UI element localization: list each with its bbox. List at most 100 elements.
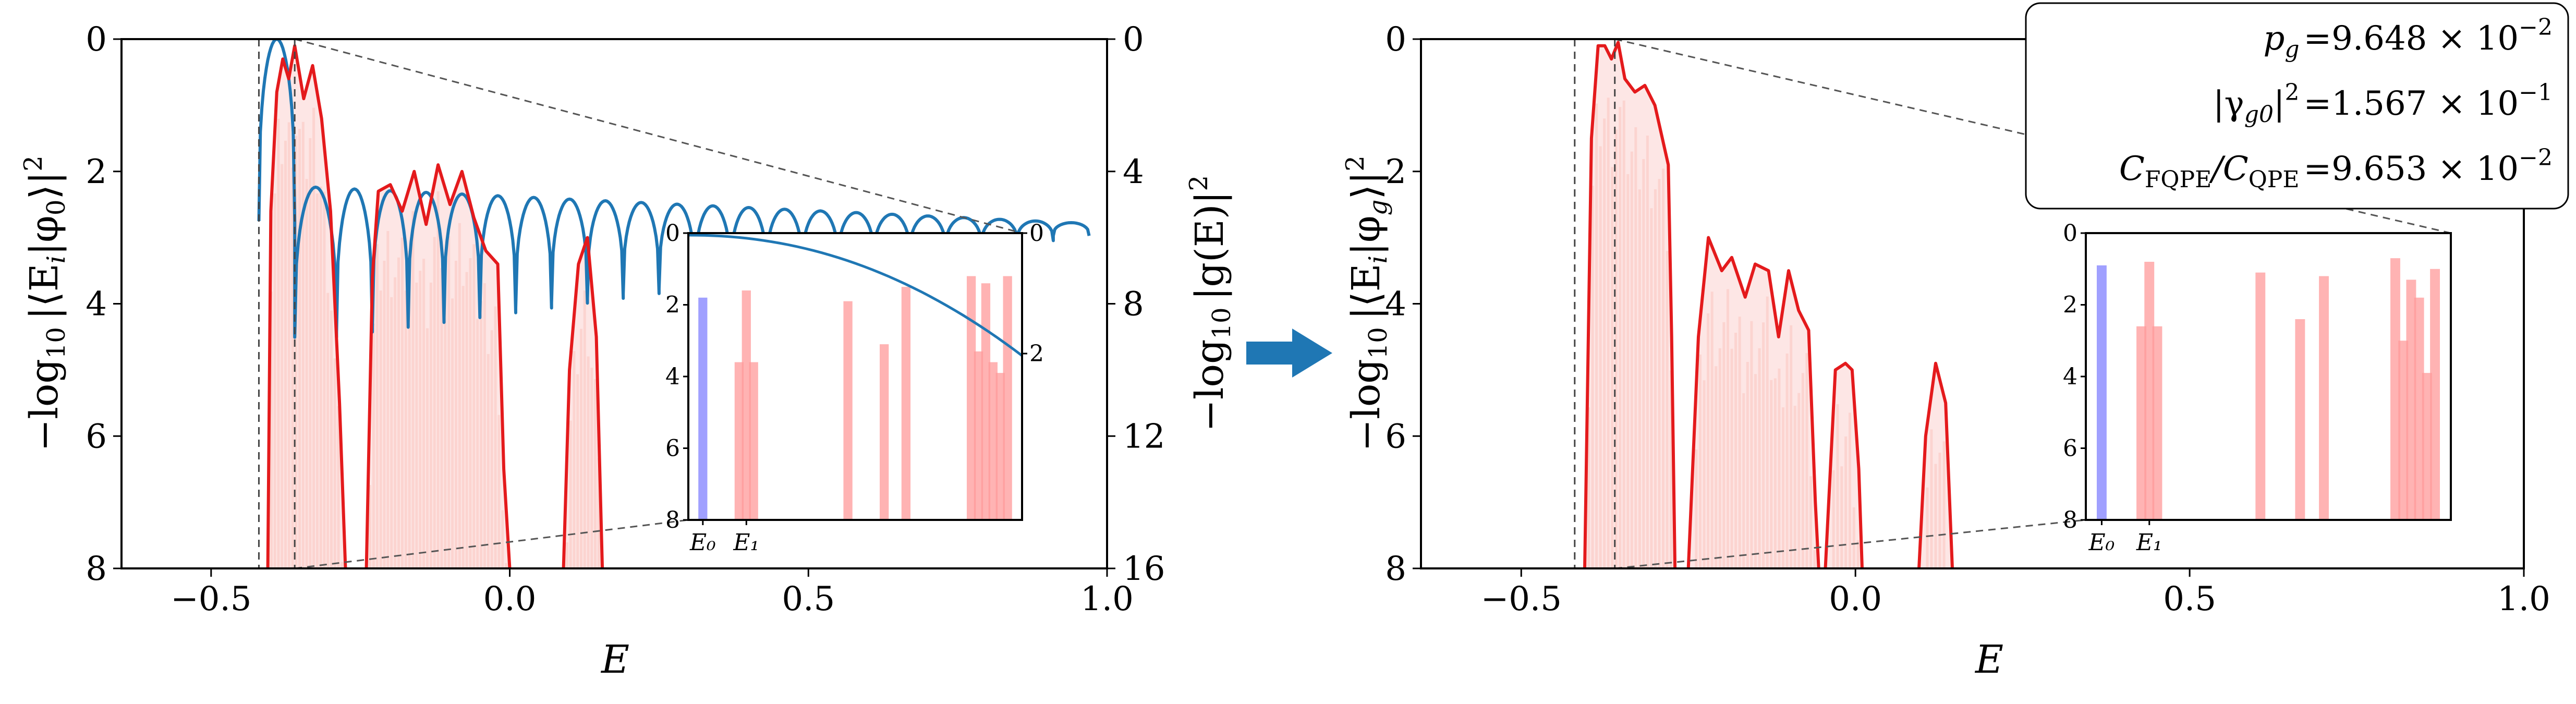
state-bar — [901, 287, 911, 520]
right-xlabel: E — [1974, 637, 2003, 682]
left-y2label: −log10|g(E)|2 — [1184, 175, 1236, 432]
state-bar — [981, 283, 991, 520]
y2-tick-label: 0 — [1123, 20, 1144, 59]
y-tick-label: 8 — [1385, 550, 1406, 588]
x-tick-label: −0.5 — [171, 580, 251, 618]
left-guide-lines — [258, 38, 1023, 569]
inset-y-tick-label: 8 — [665, 507, 680, 533]
y-tick-label: 6 — [1385, 417, 1406, 456]
inset-x-tick-label: E₀ — [689, 529, 716, 556]
left-inset-bars — [698, 276, 1012, 520]
ground-state-bar — [2096, 265, 2107, 520]
right-y-ticks: 0 2 4 6 8 — [1385, 20, 1421, 588]
state-bar — [1003, 276, 1012, 520]
state-bar — [2390, 258, 2400, 520]
state-bar — [2295, 319, 2305, 520]
left-y2-ticks: 0 4 8 12 16 — [1107, 20, 1165, 588]
stats-annotation-box: pg =9.648 × 10−2 |γg0|2 =1.567 × 10−1 CFQP… — [2025, 2, 2569, 210]
inset-filter-line — [688, 234, 1022, 357]
inset-y-tick-label: 4 — [2063, 363, 2077, 390]
left-inset-y2-ticks: 02 — [1022, 220, 1044, 367]
inset-x-tick-label: E₀ — [2088, 529, 2115, 556]
right-panel: −0.5 0.0 0.5 1.0 0 2 4 6 8 E −log10|⟨Ei|φg⟩|2 0… — [1341, 2, 2569, 682]
envelope-line — [562, 236, 604, 568]
inset-y-tick-label: 4 — [665, 363, 680, 390]
right-inset-y-ticks: 0 2 4 6 8 — [2063, 220, 2086, 533]
state-bar — [742, 290, 751, 520]
left-x-ticks: −0.5 0.0 0.5 1.0 — [171, 568, 1134, 618]
y-tick-label: 0 — [1385, 20, 1406, 59]
state-bar — [2406, 280, 2416, 520]
zoom-connector-bottom — [294, 519, 689, 569]
y-tick-label: 8 — [86, 550, 107, 588]
right-inset-x-ticks: E₀ E₁ — [2088, 520, 2162, 556]
svg-text:−log10|g(E)|2: −log10|g(E)|2 — [1184, 175, 1236, 432]
state-bar — [880, 344, 889, 520]
state-bar — [2319, 276, 2329, 520]
x-tick-label: 0.0 — [1829, 580, 1882, 618]
left-faint-fill — [268, 45, 603, 568]
inset-y-tick-label: 6 — [2063, 435, 2077, 462]
inset-x-tick-label: E₁ — [733, 529, 759, 556]
left-inset-filter-curve — [688, 234, 1022, 357]
y-tick-label: 4 — [1385, 285, 1406, 324]
state-bar — [2414, 297, 2424, 520]
zoom-connector-bottom — [1614, 519, 2086, 569]
left-inset-y-ticks: 0 2 4 6 8 — [665, 220, 688, 533]
envelope-line — [1686, 236, 1820, 568]
y2-tick-label: 12 — [1123, 417, 1165, 456]
envelope-line — [1824, 361, 1864, 568]
inset-y2-tick-label: 0 — [1029, 220, 1044, 247]
state-bar — [2152, 326, 2162, 520]
envelope-line — [1917, 361, 1954, 568]
right-faint-fill — [1585, 42, 1953, 568]
state-bar — [2398, 341, 2409, 520]
left-envelope-curve — [266, 44, 604, 568]
inset-y2-tick-label: 2 — [1029, 341, 1044, 367]
state-bar — [966, 276, 976, 520]
state-bar — [2422, 373, 2432, 520]
state-bar — [2136, 326, 2146, 520]
zoom-connector-top — [294, 38, 1023, 234]
x-tick-label: 1.0 — [1080, 580, 1134, 618]
left-inset-x-ticks: E₀ E₁ — [689, 520, 759, 556]
right-ylabel: −log10|⟨Ei|φg⟩|2 — [1341, 155, 1393, 452]
envelope-line — [266, 44, 347, 568]
inset-y-tick-label: 8 — [2063, 507, 2077, 533]
y-tick-label: 0 — [86, 20, 107, 59]
right-envelope-curve — [1583, 41, 1954, 568]
ground-state-bar — [698, 297, 708, 520]
filter-line — [257, 39, 1091, 339]
left-filter-curve — [257, 39, 1091, 339]
envelope-fill — [1585, 42, 1675, 568]
gamma-line: |γg0|2 =1.567 × 10−1 — [2213, 79, 2553, 128]
state-bar — [2144, 262, 2155, 520]
left-xlabel: E — [600, 637, 629, 682]
y2-tick-label: 4 — [1123, 153, 1144, 191]
state-bar — [988, 362, 998, 520]
inset-y-tick-label: 0 — [665, 220, 680, 247]
inset-y-tick-label: 6 — [665, 435, 680, 462]
state-bar — [974, 351, 983, 520]
inset-y-tick-label: 0 — [2063, 220, 2077, 247]
cost-ratio-line: CFQPE/CQPE =9.653 × 10−2 — [2119, 144, 2553, 193]
svg-text:−log10|⟨Ei|φg⟩|2: −log10|⟨Ei|φg⟩|2 — [1341, 155, 1393, 452]
left-y-ticks: 0 2 4 6 8 — [86, 20, 121, 588]
state-bar — [843, 301, 853, 520]
y2-tick-label: 8 — [1123, 285, 1144, 324]
inset-x-tick-label: E₁ — [2136, 529, 2162, 556]
inset-y-tick-label: 2 — [665, 292, 680, 319]
pg-line: pg =9.648 × 10−2 — [2263, 14, 2553, 63]
right-x-ticks: −0.5 0.0 0.5 1.0 — [1481, 568, 2550, 618]
y2-tick-label: 16 — [1123, 550, 1165, 588]
x-tick-label: 0.0 — [483, 580, 537, 618]
state-bar — [734, 362, 744, 520]
x-tick-label: 0.5 — [2163, 580, 2216, 618]
x-tick-label: 0.5 — [782, 580, 835, 618]
transition-arrow — [1246, 329, 1332, 378]
right-inset-bars — [2096, 258, 2440, 520]
envelope-line — [364, 163, 512, 568]
